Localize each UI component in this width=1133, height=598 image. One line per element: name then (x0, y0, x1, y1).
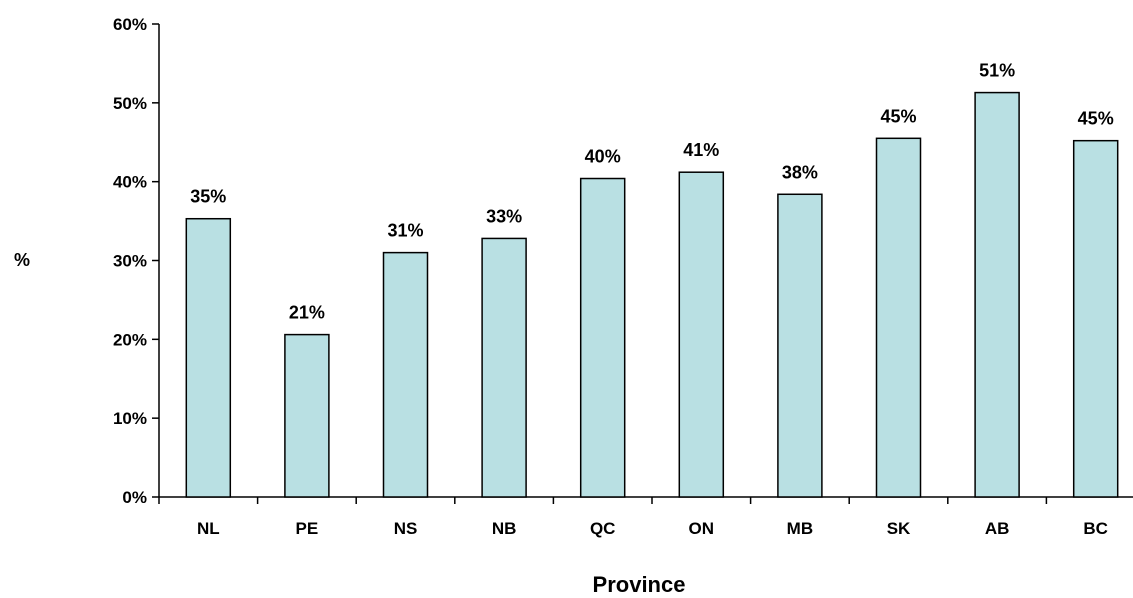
x-tick-label: PE (296, 519, 319, 538)
bar-ns (382, 251, 429, 498)
bar-qc (579, 177, 626, 498)
bar-sk (875, 137, 922, 498)
bars (185, 91, 1119, 498)
x-axis-label: Province (593, 572, 686, 597)
y-tick-label: 50% (113, 94, 147, 113)
bar-nb (481, 237, 527, 498)
y-tick-label: 10% (113, 409, 147, 428)
data-label: 31% (387, 221, 423, 241)
bar-ab (974, 91, 1020, 498)
y-axis: 0% 10% 20% 30% 40% 50% 60% (113, 15, 160, 507)
data-label: 51% (979, 61, 1015, 81)
bar-pe (284, 333, 330, 498)
x-tick-label: QC (590, 519, 616, 538)
x-axis: NL PE NS NB QC ON MB SK AB BC (158, 496, 1133, 538)
y-tick-label: 30% (113, 252, 147, 271)
bar-on (678, 171, 725, 498)
bar-bc (1072, 139, 1119, 498)
data-label: 40% (585, 147, 621, 167)
y-axis-label: % (14, 250, 30, 270)
y-tick-label: 60% (113, 15, 147, 34)
x-tick-label: NL (197, 519, 220, 538)
x-tick-label: NB (492, 519, 517, 538)
x-tick-label: MB (787, 519, 813, 538)
y-tick-label: 20% (113, 330, 147, 349)
x-tick-label: NS (394, 519, 418, 538)
data-label: 45% (1078, 109, 1114, 129)
x-tick-label: SK (887, 519, 911, 538)
x-tick-label: ON (689, 519, 715, 538)
data-labels: 35% 21% 31% 33% 40% 41% 38% 45% 51% 45% (190, 61, 1113, 323)
data-label: 35% (190, 187, 226, 207)
data-label: 41% (683, 140, 719, 160)
x-tick-label: BC (1083, 519, 1108, 538)
x-tick-label: AB (985, 519, 1010, 538)
bar-mb (777, 193, 823, 498)
y-tick-label: 40% (113, 173, 147, 192)
data-label: 21% (289, 303, 325, 323)
y-tick-label: 0% (122, 488, 147, 507)
data-label: 45% (880, 106, 916, 126)
bar-nl (185, 217, 232, 498)
data-label: 38% (782, 162, 818, 182)
data-label: 33% (486, 206, 522, 226)
